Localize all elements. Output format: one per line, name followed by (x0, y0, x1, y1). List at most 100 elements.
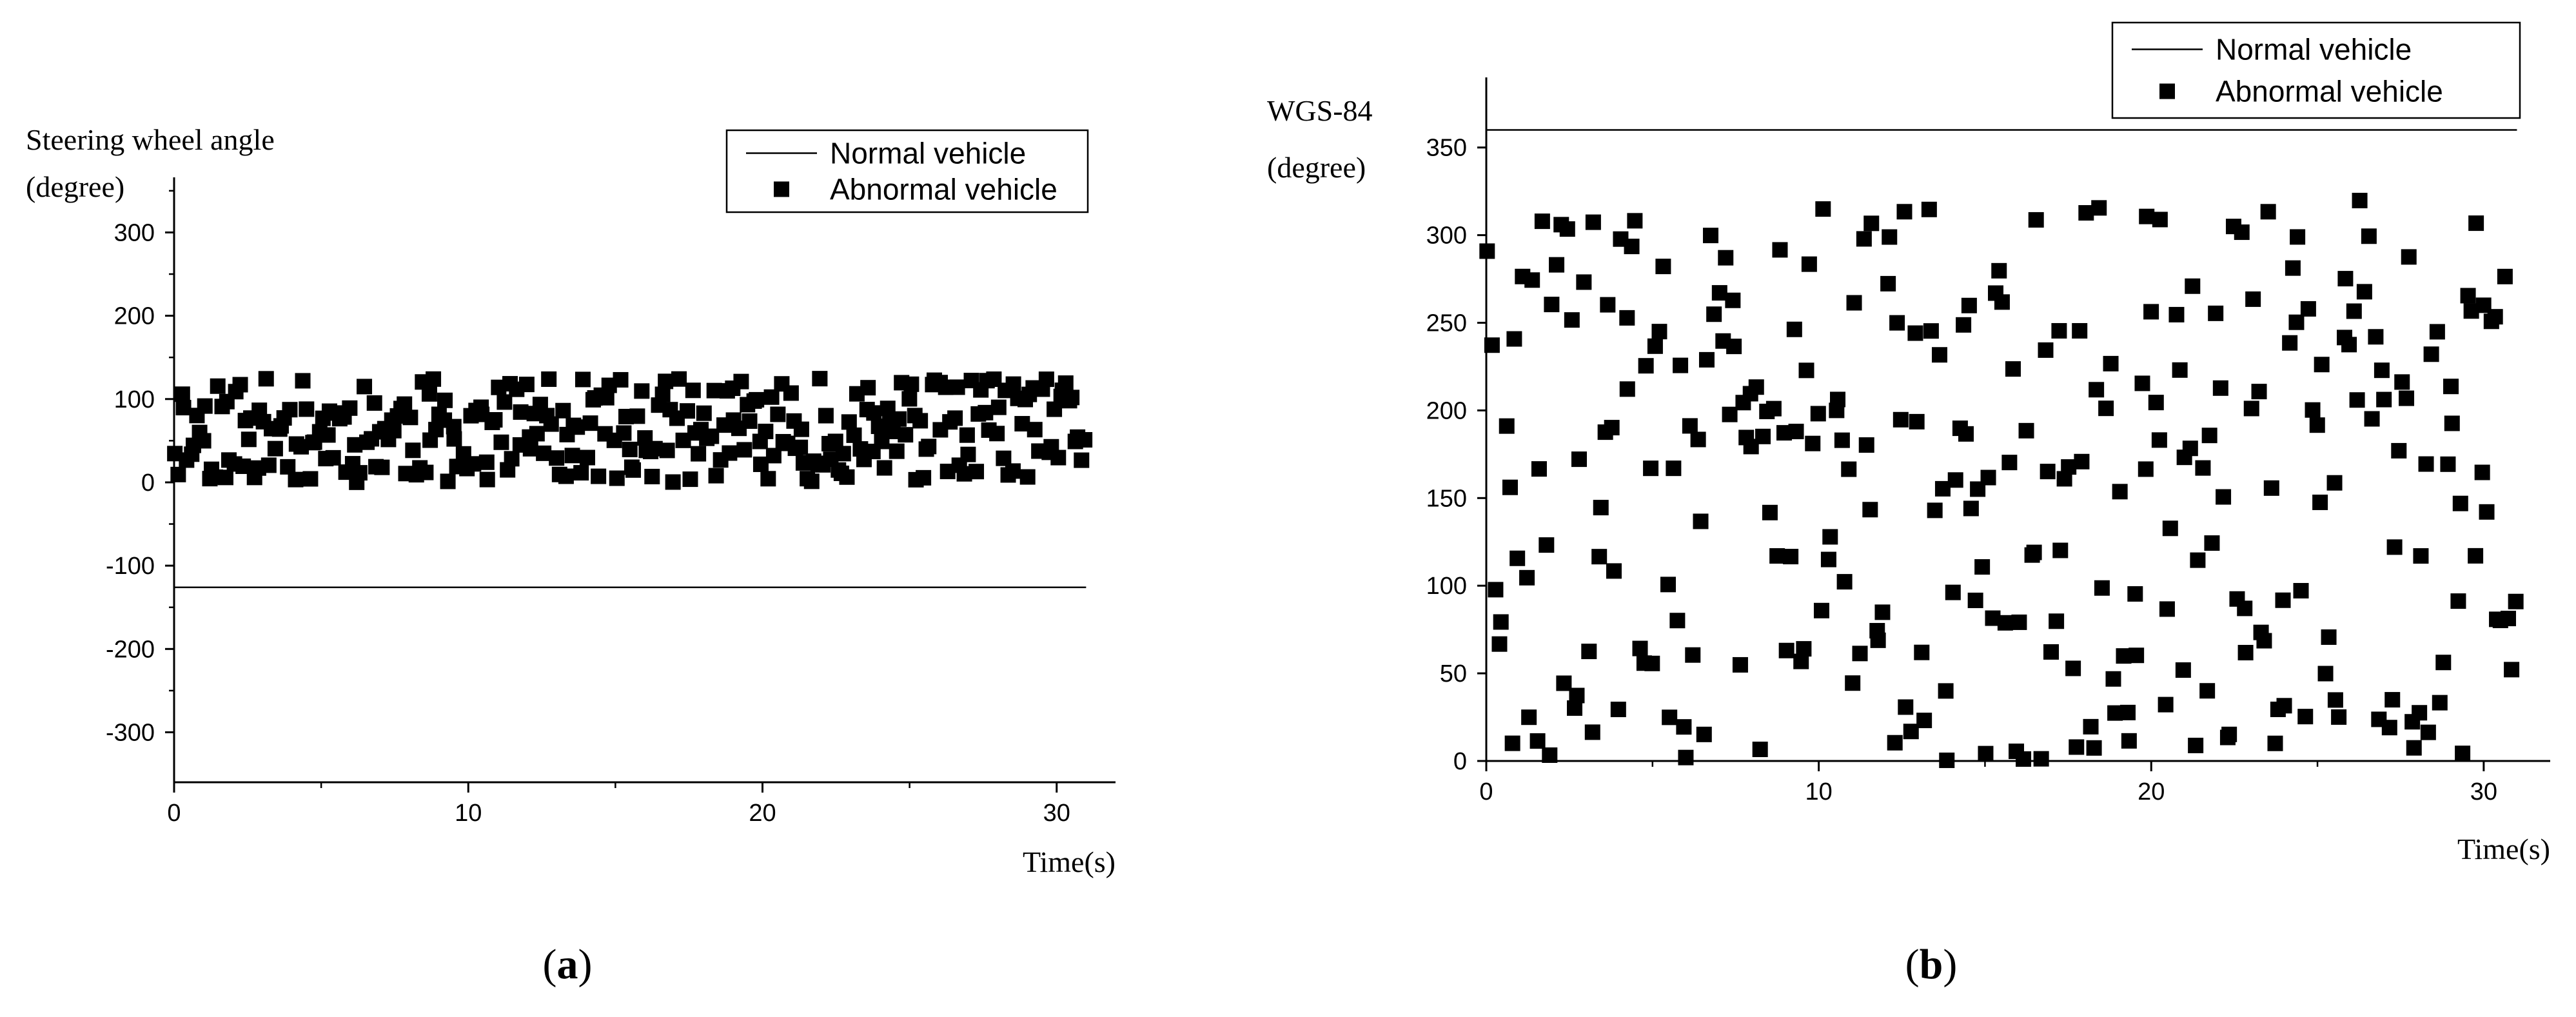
data-point (1610, 702, 1626, 718)
data-point (1810, 406, 1826, 422)
data-point (665, 474, 681, 490)
data-point (2309, 417, 2325, 433)
data-point (1655, 259, 1671, 275)
data-point (912, 413, 929, 429)
data-point (295, 373, 311, 389)
data-point (1856, 231, 1872, 247)
data-point (1539, 537, 1555, 553)
data-point (2384, 692, 2401, 708)
data-point (1889, 315, 1905, 331)
data-point (1584, 724, 1600, 740)
chart-a-xlabel: Time(s) (1023, 845, 1116, 878)
data-point (170, 466, 186, 482)
data-point (1643, 460, 1659, 477)
data-point (2423, 346, 2439, 362)
data-point (2188, 737, 2204, 753)
data-point (2162, 520, 2178, 537)
data-point (2251, 384, 2267, 400)
chart-a-panel-label: (a) (543, 941, 593, 988)
data-point (1958, 426, 1974, 442)
data-point (1726, 339, 1742, 355)
data-point (1690, 431, 1706, 448)
data-point (793, 421, 809, 437)
data-point (2182, 440, 2198, 457)
data-point (1991, 262, 2007, 279)
data-point (299, 401, 315, 417)
chart-a-legend-box (725, 129, 1089, 213)
data-point (1893, 411, 1909, 428)
data-point (898, 427, 914, 443)
data-point (1693, 513, 1709, 529)
data-point (2158, 696, 2174, 713)
data-point (758, 423, 774, 439)
data-point (2401, 249, 2417, 265)
y-tick-label: -100 (106, 553, 155, 580)
data-point (763, 389, 780, 405)
data-point (1064, 390, 1080, 406)
data-point (2168, 306, 2185, 322)
data-point (803, 473, 820, 489)
data-point (2275, 592, 2291, 608)
data-point (2011, 614, 2027, 630)
data-point (890, 411, 907, 427)
data-point (2199, 683, 2216, 699)
data-point (1544, 297, 1560, 313)
data-point (989, 426, 1005, 442)
data-point (1559, 221, 1575, 237)
data-point (1765, 400, 1782, 417)
x-tick-label: 10 (1805, 778, 1832, 805)
data-point (2159, 601, 2175, 617)
y-tick-label: 100 (114, 386, 155, 413)
data-point (541, 371, 557, 387)
data-point (2237, 644, 2254, 660)
data-point (2479, 504, 2495, 520)
data-point (2312, 494, 2328, 510)
data-point (1591, 549, 1608, 565)
data-point (2282, 335, 2298, 351)
data-point (2497, 268, 2513, 284)
data-point (1050, 449, 1067, 466)
data-point (2143, 304, 2159, 320)
data-point (555, 402, 571, 419)
data-point (2098, 400, 2114, 417)
data-point (320, 427, 336, 443)
data-point (1882, 229, 1898, 245)
data-point (1685, 647, 1701, 663)
data-point (2028, 212, 2044, 228)
data-point (1830, 391, 1846, 408)
data-point (812, 371, 828, 387)
data-point (261, 457, 277, 473)
y-tick-label: 300 (114, 219, 155, 246)
data-point (1529, 733, 1546, 749)
data-point (2152, 212, 2168, 228)
chart-a-legend-normal-label: Normal vehicle (830, 137, 1026, 170)
data-point (1585, 214, 1601, 230)
data-point (1813, 602, 1829, 618)
y-tick-label: 50 (1440, 660, 1467, 687)
data-point (1997, 615, 2013, 631)
data-point (405, 442, 421, 459)
x-tick-label: 10 (455, 800, 482, 827)
data-point (921, 439, 937, 455)
data-point (1678, 749, 1694, 765)
data-point (529, 426, 545, 442)
data-point (386, 422, 402, 439)
data-point (846, 427, 862, 443)
data-point (195, 433, 211, 449)
data-point (760, 471, 776, 487)
data-point (1834, 432, 1850, 448)
x-tick-label: 20 (749, 800, 776, 827)
data-point (2061, 459, 2077, 475)
y-tick-label: 250 (1426, 310, 1467, 337)
data-point (722, 445, 738, 461)
data-point (733, 373, 749, 390)
data-point (1488, 582, 1504, 598)
data-point (1506, 331, 1522, 347)
data-point (1822, 529, 1838, 545)
chart-a-ylabel-line1: Steering wheel angle (26, 123, 275, 156)
data-point (1945, 584, 1961, 600)
data-point (543, 416, 559, 432)
data-point (960, 446, 976, 462)
data-point (1005, 376, 1021, 392)
